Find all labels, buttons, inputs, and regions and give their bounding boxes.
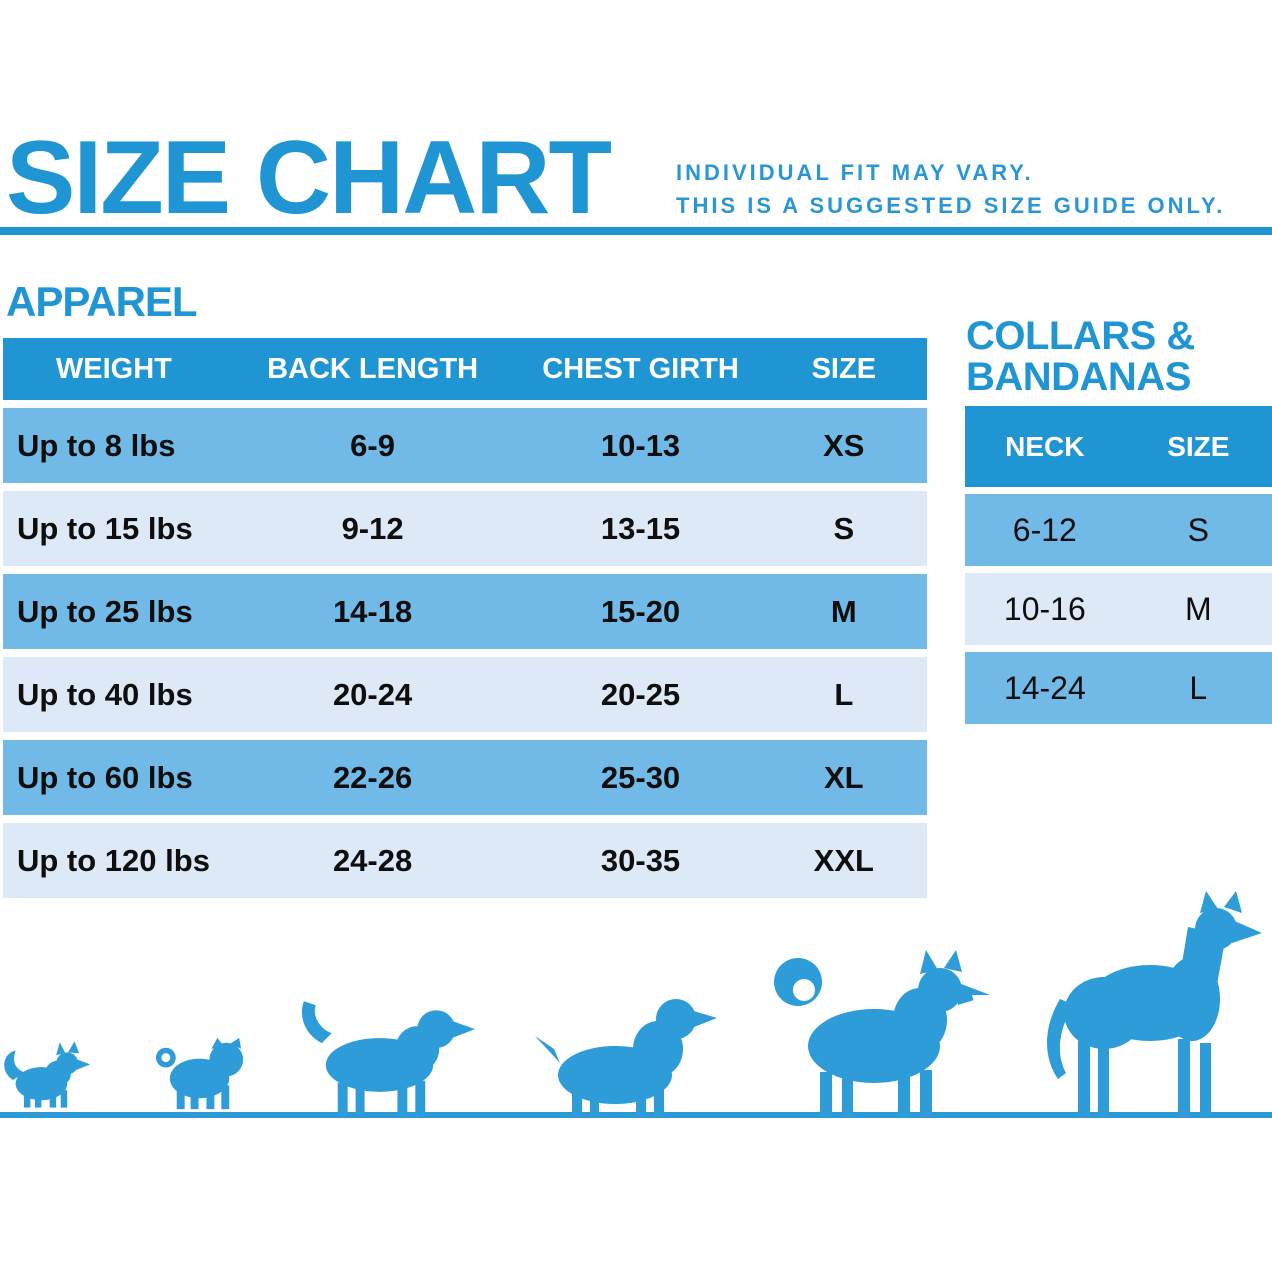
column-header-chest-girth: CHEST GIRTH — [542, 352, 739, 385]
dog-silhouette-cocker-spaniel — [520, 987, 718, 1117]
table-row: Up to 60 lbs 22-26 25-30 XL — [3, 740, 927, 815]
apparel-table-header-row: WEIGHT BACK LENGTH CHEST GIRTH SIZE — [3, 338, 927, 400]
column-header-weight: WEIGHT — [55, 352, 172, 385]
table-row: Up to 8 lbs 6-9 10-13 XS — [3, 408, 927, 483]
column-header-size: SIZE — [1167, 430, 1230, 462]
table-row: 6-12 S — [965, 494, 1272, 566]
back-length-value: 24-28 — [332, 842, 413, 878]
title-underline — [0, 227, 1272, 235]
table-row: 14-24 L — [965, 652, 1272, 724]
size-value: L — [1189, 669, 1208, 706]
chest-girth-value: 20-25 — [600, 676, 681, 712]
apparel-section-heading: APPAREL — [6, 278, 198, 325]
back-length-value: 14-18 — [332, 593, 413, 629]
back-length-value: 22-26 — [332, 759, 413, 795]
apparel-size-table: WEIGHT BACK LENGTH CHEST GIRTH SIZE Up t… — [3, 338, 927, 898]
column-header-back-length: BACK LENGTH — [267, 352, 479, 385]
back-length-value: 6-9 — [350, 427, 395, 463]
size-value: S — [833, 510, 855, 546]
collars-section-heading: COLLARS & BANDANAS — [966, 316, 1195, 398]
chest-girth-value: 30-35 — [600, 842, 681, 878]
weight-value: Up to 40 lbs — [17, 676, 193, 712]
size-value: L — [834, 676, 854, 712]
dog-silhouette-great-dane — [1030, 891, 1262, 1117]
subtitle-line-2: THIS IS A SUGGESTED SIZE GUIDE ONLY. — [676, 192, 1226, 218]
size-value: M — [1184, 590, 1212, 627]
collars-size-table: NECK SIZE 6-12 S 10-16 M 14-24 L — [965, 406, 1272, 724]
table-row: Up to 15 lbs 9-12 13-15 S — [3, 491, 927, 566]
collars-heading-line-1: COLLARS & — [966, 314, 1195, 358]
table-row: Up to 40 lbs 20-24 20-25 L — [3, 657, 927, 732]
column-header-size: SIZE — [811, 352, 877, 385]
neck-value: 10-16 — [1003, 590, 1086, 627]
size-value: XL — [824, 759, 864, 795]
weight-value: Up to 120 lbs — [17, 842, 210, 878]
subtitle-line-1: INDIVIDUAL FIT MAY VARY. — [676, 160, 1034, 185]
weight-value: Up to 15 lbs — [17, 510, 193, 546]
collars-heading-line-2: BANDANAS — [966, 354, 1191, 399]
chest-girth-value: 13-15 — [600, 510, 681, 546]
page-title: SIZE CHART — [6, 120, 612, 236]
size-value: M — [830, 593, 857, 629]
neck-value: 6-12 — [1012, 511, 1077, 548]
back-length-value: 20-24 — [332, 676, 413, 712]
dog-silhouette-husky — [762, 942, 992, 1117]
collars-table-header-row: NECK SIZE — [965, 406, 1272, 487]
neck-value: 14-24 — [1003, 669, 1086, 706]
size-value: XXL — [813, 842, 874, 878]
column-header-neck: NECK — [1005, 430, 1085, 462]
dog-silhouette-beagle — [282, 997, 476, 1117]
back-length-value: 9-12 — [341, 510, 404, 546]
chest-girth-value: 25-30 — [600, 759, 681, 795]
size-value: S — [1187, 511, 1209, 548]
size-value: XS — [823, 427, 865, 463]
dog-silhouette-pug — [150, 1024, 254, 1117]
table-row: 10-16 M — [965, 573, 1272, 645]
weight-value: Up to 8 lbs — [17, 427, 176, 463]
table-row: Up to 120 lbs 24-28 30-35 XXL — [3, 823, 927, 898]
chest-girth-value: 15-20 — [600, 593, 681, 629]
table-row: Up to 25 lbs 14-18 15-20 M — [3, 574, 927, 649]
weight-value: Up to 60 lbs — [17, 759, 193, 795]
dog-silhouette-pomeranian — [0, 1031, 92, 1117]
weight-value: Up to 25 lbs — [17, 593, 193, 629]
chest-girth-value: 10-13 — [600, 427, 681, 463]
page-subtitle: INDIVIDUAL FIT MAY VARY. THIS IS A SUGGE… — [676, 157, 1225, 222]
